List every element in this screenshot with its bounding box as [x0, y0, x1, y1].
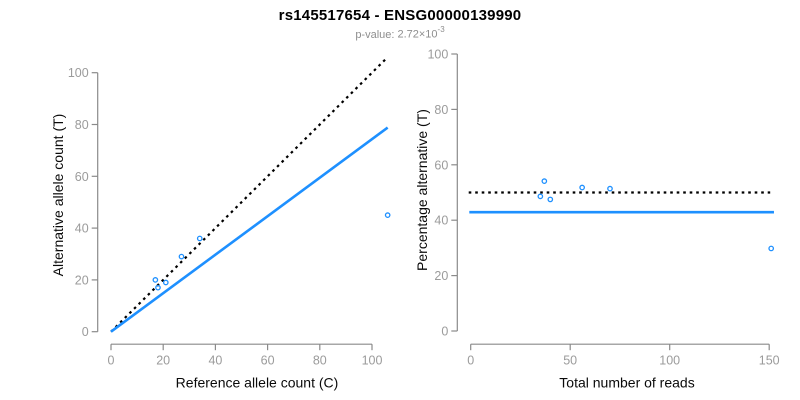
y-tick-label: 40 — [75, 222, 89, 236]
x-tick-label: 150 — [759, 354, 780, 368]
figure-title: rs145517654 - ENSG00000139990 — [278, 7, 522, 24]
x-tick-label: 50 — [563, 354, 577, 368]
panel-right: 0 50 100 150 0 20 40 60 80 100 Total number of rea… — [414, 48, 780, 391]
pvalue-mantissa: 2.72 — [397, 28, 419, 41]
data-point — [547, 196, 554, 203]
y-tick-label: 60 — [75, 170, 89, 184]
x-axis-title: Total number of reads — [559, 375, 694, 391]
data-point — [607, 185, 613, 192]
data-point — [579, 184, 585, 191]
data-point — [155, 284, 161, 291]
x-tick-label: 40 — [208, 354, 222, 368]
x-tick-label: 60 — [261, 354, 275, 368]
data-point — [152, 277, 159, 283]
x-tick-label: 20 — [156, 354, 170, 368]
identity-line — [110, 56, 389, 333]
pvalue-times-ten: ×10 — [418, 28, 438, 41]
data-point — [541, 178, 548, 184]
y-tick-label: 60 — [434, 158, 448, 172]
x-axis-title: Reference allele count (C) — [176, 375, 339, 391]
y-tick-label: 40 — [434, 214, 448, 228]
y-tick-label: 20 — [434, 269, 448, 283]
y-tick-label: 0 — [441, 325, 448, 339]
x-tick-label: 80 — [313, 354, 327, 368]
fit-line — [110, 126, 389, 333]
y-tick-label: 80 — [434, 103, 448, 117]
y-axis-title: Percentage alternative (T) — [414, 109, 430, 271]
y-tick-label: 80 — [75, 118, 89, 132]
x-tick-label: 0 — [467, 354, 474, 368]
data-point — [162, 279, 169, 286]
data-point — [178, 253, 185, 260]
data-point — [196, 235, 203, 242]
x-tick-label: 0 — [108, 354, 115, 368]
y-tick-label: 100 — [427, 48, 448, 62]
x-tick-label: 100 — [659, 354, 680, 368]
pvalue-label: p-value: — [355, 28, 395, 41]
panel-left: 0 20 40 60 80 100 0 20 40 60 80 100 Reference allele… — [50, 56, 391, 391]
data-point — [384, 212, 391, 218]
data-point — [768, 245, 775, 252]
pvalue-exponent: -3 — [437, 25, 445, 34]
y-tick-label: 20 — [75, 273, 89, 287]
y-tick-label: 100 — [68, 66, 89, 80]
y-tick-label: 0 — [82, 325, 89, 339]
figure-subtitle: p-value: 2.72×10-3 — [0, 25, 800, 41]
data-point — [537, 193, 544, 200]
x-tick-label: 100 — [362, 354, 383, 368]
y-axis-title: Alternative allele count (T) — [50, 114, 66, 277]
